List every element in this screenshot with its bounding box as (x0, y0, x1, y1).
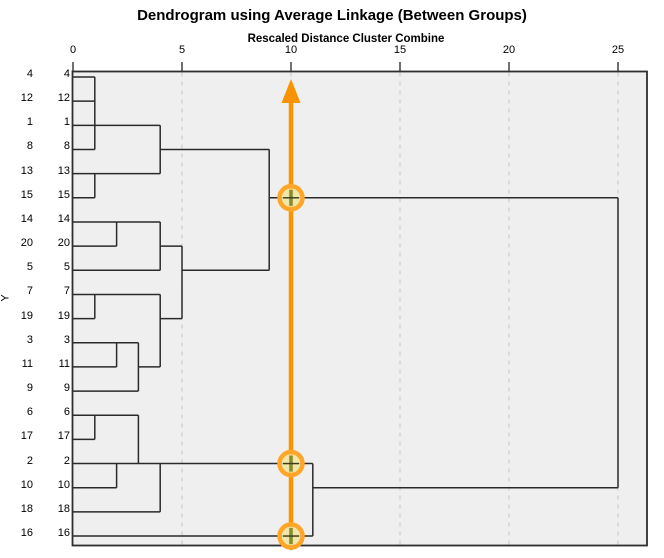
case-label-inner: 20 (57, 237, 70, 250)
case-label-outer: 11 (21, 357, 33, 370)
case-label-inner: 6 (63, 406, 70, 419)
axis-tick-label: 20 (502, 44, 516, 56)
intersection-marker-ring[interactable] (277, 522, 305, 550)
case-label-outer: 7 (26, 285, 33, 298)
case-label-inner: 12 (57, 92, 70, 105)
axis-tick-label: 25 (611, 44, 625, 56)
case-label-inner: 4 (63, 68, 70, 80)
case-label-outer: 5 (26, 261, 33, 274)
intersection-marker-ring[interactable] (277, 184, 305, 212)
chart-subtitle: Rescaled Distance Cluster Combine (247, 33, 445, 45)
case-label-outer: 1 (26, 116, 33, 129)
case-label-outer: 15 (20, 188, 33, 201)
case-label-outer: 9 (26, 382, 33, 395)
intersection-marker-ring[interactable] (277, 449, 305, 478)
case-label-outer: 2 (26, 454, 33, 467)
case-label-inner: 7 (63, 285, 70, 298)
plot-border (71, 70, 648, 547)
case-label-inner: 13 (57, 164, 70, 177)
case-label-outer: 4 (26, 68, 33, 80)
case-label-inner: 16 (57, 527, 70, 540)
case-label-inner: 1 (63, 116, 70, 129)
case-label-inner: 3 (63, 333, 70, 346)
case-label-inner: 19 (57, 309, 70, 322)
case-label-outer: 17 (20, 430, 33, 443)
case-label-outer: 12 (20, 92, 33, 105)
case-label-outer: 18 (20, 502, 33, 515)
case-label-inner: 14 (57, 212, 70, 225)
case-label-inner: 15 (57, 188, 70, 201)
case-label-inner: 17 (57, 430, 70, 443)
case-label-outer: 8 (26, 140, 33, 153)
case-label-outer: 19 (20, 309, 33, 322)
case-label-inner: 18 (57, 502, 70, 515)
case-label-outer: 6 (26, 406, 33, 419)
axis-tick-label: 0 (69, 44, 77, 56)
case-label-outer: 3 (26, 333, 33, 346)
case-label-outer: 14 (20, 212, 33, 225)
case-label-inner: 5 (63, 261, 70, 274)
axis-tick-label: 10 (284, 44, 298, 56)
plot-area (72, 71, 647, 546)
case-label-inner: 10 (57, 478, 70, 491)
axis-tick-label: 5 (178, 44, 186, 56)
case-label-outer: 10 (20, 478, 33, 491)
case-label-inner: 2 (63, 454, 70, 467)
case-label-inner: 8 (63, 140, 70, 153)
case-label-outer: 16 (20, 527, 33, 540)
cluster-cutoff-arrow-icon[interactable] (281, 79, 301, 103)
axis-tick-label: 15 (393, 44, 407, 56)
case-label-outer: 13 (20, 164, 33, 177)
case-label-inner: 11 (58, 357, 70, 370)
case-label-outer: 20 (20, 237, 33, 250)
case-label-inner: 9 (63, 382, 70, 395)
chart-title: Dendrogram using Average Linkage (Betwee… (137, 7, 527, 24)
